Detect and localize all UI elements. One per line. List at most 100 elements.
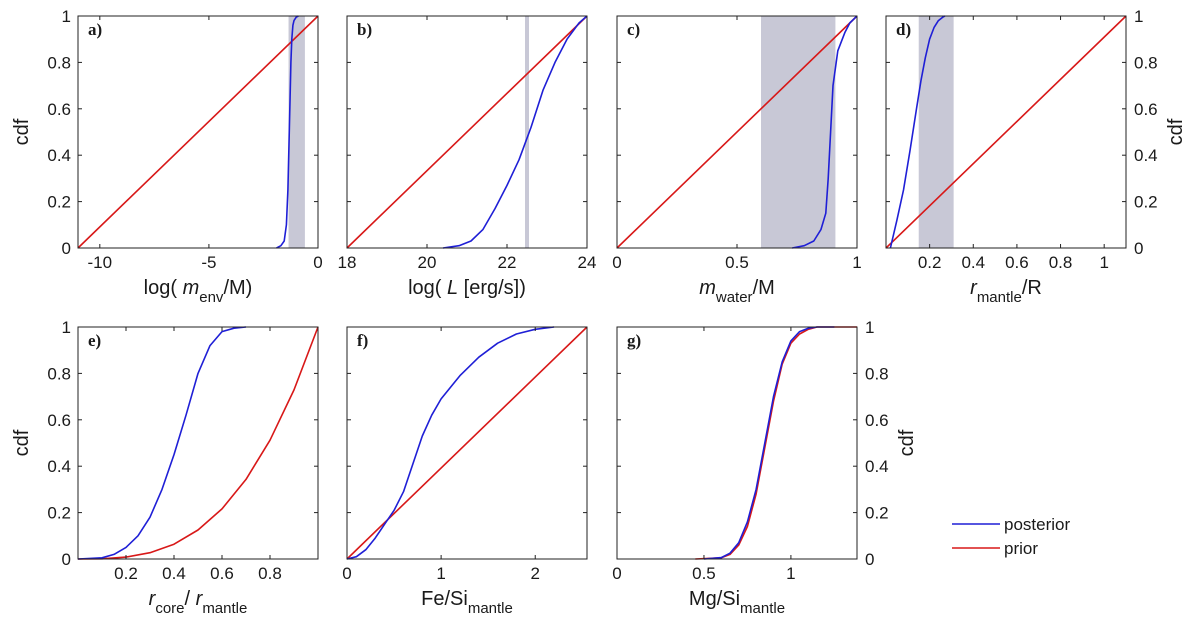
- ylabel-left-a: cdf: [11, 118, 33, 145]
- series-posterior-c: [792, 15, 858, 249]
- xtick-label-c-0: 0: [612, 253, 621, 272]
- xtick-label-b-2: 22: [498, 253, 517, 272]
- xlabel-post-b: [erg/s]): [458, 277, 526, 299]
- xtick-label-g-0: 0: [612, 564, 621, 583]
- panel-label-f: f): [357, 331, 368, 350]
- xtick-label-c-2: 1: [852, 253, 861, 272]
- ytick-label-e-1: 0.2: [47, 504, 71, 523]
- xlabel-pre-f: Fe/Si: [421, 588, 468, 610]
- xtick-label-g-1: 0.5: [692, 564, 716, 583]
- series-posterior-b: [442, 15, 588, 249]
- xlabel-f: Fe/Simantle: [421, 588, 513, 617]
- xtick-label-e-2: 0.6: [210, 564, 234, 583]
- xlabel-pre-b: log(: [408, 277, 447, 299]
- xlabel-symbol-a: m: [183, 277, 200, 299]
- axes-a: [77, 15, 319, 249]
- ytick-label-g-1: 0.2: [865, 504, 889, 523]
- ylabel-left-e: cdf: [11, 429, 33, 456]
- legend: posterior prior: [946, 508, 1096, 564]
- panel-label-c: c): [627, 20, 640, 39]
- panel-a: -10 -5 0 0 0.2 0.4 0.6 0.8 1 cdf log( menv/M) a): [11, 7, 323, 306]
- ytick-label-e-3: 0.6: [47, 411, 71, 430]
- series-prior-d: [885, 15, 1127, 249]
- ytick-label-d-1: 0.2: [1134, 193, 1158, 212]
- legend-posterior-label: posterior: [1004, 515, 1070, 534]
- xlabel-post-e: /: [185, 588, 196, 610]
- xtick-label-d-1: 0.4: [961, 253, 985, 272]
- xtick-label-d-0: 0.2: [918, 253, 942, 272]
- axes-e: [77, 326, 319, 560]
- axes-d: [885, 15, 1127, 249]
- xtick-label-d-3: 0.8: [1049, 253, 1073, 272]
- panel-e: 0.2 0.4 0.6 0.8 0 0.2 0.4 0.6 0.8 1 cdf rcore/ rman…: [11, 318, 319, 617]
- ytick-label-a-2: 0.4: [47, 146, 71, 165]
- xtick-label-e-1: 0.4: [162, 564, 186, 583]
- band-b: [525, 16, 529, 248]
- ytick-label-g-4: 0.8: [865, 364, 889, 383]
- ytick-label-a-3: 0.6: [47, 100, 71, 119]
- xtick-label-a-0: -10: [88, 253, 113, 272]
- ytick-label-e-5: 1: [62, 318, 71, 337]
- series-posterior-g: [703, 326, 835, 560]
- xlabel-b: log( L [erg/s]): [408, 277, 526, 299]
- series-prior-a: [77, 15, 319, 249]
- xlabel-e: rcore/ rmantle: [149, 588, 248, 617]
- ytick-label-d-3: 0.6: [1134, 100, 1158, 119]
- xlabel-sub-a: env: [199, 289, 224, 306]
- series-posterior-a: [276, 15, 299, 249]
- xlabel-post-d: /R: [1022, 277, 1042, 299]
- xtick-label-d-4: 1: [1099, 253, 1108, 272]
- panel-f: 0 1 2 Fe/Simantle f): [342, 326, 588, 617]
- series-prior-g: [695, 326, 857, 560]
- xlabel-sub-f: mantle: [468, 600, 513, 617]
- ytick-label-g-5: 1: [865, 318, 874, 337]
- xtick-label-c-1: 0.5: [725, 253, 749, 272]
- panel-label-a: a): [88, 20, 102, 39]
- xlabel-post-a: /M): [223, 277, 252, 299]
- legend-prior-label: prior: [1004, 539, 1038, 558]
- xlabel-symbol2-e: r: [196, 588, 204, 610]
- panel-label-e: e): [88, 331, 101, 350]
- xtick-label-e-0: 0.2: [114, 564, 138, 583]
- series-prior-b: [346, 15, 588, 249]
- axes-b: [346, 15, 588, 249]
- legend-box: [946, 508, 1096, 564]
- ytick-label-a-4: 0.8: [47, 53, 71, 72]
- xlabel-symbol-c: m: [699, 277, 716, 299]
- series-posterior-d: [889, 15, 946, 249]
- xlabel-d: rmantle/R: [970, 277, 1042, 306]
- series-posterior-f: [346, 326, 555, 560]
- panel-label-g: g): [627, 331, 641, 350]
- ytick-label-e-0: 0: [62, 550, 71, 569]
- xtick-label-d-2: 0.6: [1005, 253, 1029, 272]
- band-c: [761, 16, 836, 248]
- ytick-label-g-3: 0.6: [865, 411, 889, 430]
- xtick-label-e-3: 0.8: [258, 564, 282, 583]
- panel-c: 0 0.5 1 mwater/M c): [612, 15, 862, 306]
- ytick-label-e-4: 0.8: [47, 364, 71, 383]
- ylabel-right-d: cdf: [1165, 118, 1187, 145]
- series-posterior-e: [77, 326, 247, 560]
- ytick-label-g-0: 0: [865, 550, 874, 569]
- xlabel-symbol-e: r: [149, 588, 157, 610]
- band-a: [288, 16, 305, 248]
- xtick-label-f-2: 2: [531, 564, 540, 583]
- ytick-label-a-0: 0: [62, 239, 71, 258]
- series-prior-f: [346, 326, 588, 560]
- ytick-label-a-5: 1: [62, 7, 71, 26]
- xlabel-sub2-e: mantle: [202, 600, 247, 617]
- ytick-label-e-2: 0.4: [47, 457, 71, 476]
- xlabel-g: Mg/Simantle: [689, 588, 785, 617]
- xtick-label-b-3: 24: [578, 253, 597, 272]
- ytick-label-a-1: 0.2: [47, 193, 71, 212]
- xtick-label-f-1: 1: [436, 564, 445, 583]
- xtick-label-b-0: 18: [338, 253, 357, 272]
- band-d: [918, 16, 954, 248]
- ytick-label-g-2: 0.4: [865, 457, 889, 476]
- xlabel-sub-d: mantle: [977, 289, 1022, 306]
- xtick-label-f-0: 0: [342, 564, 351, 583]
- panel-g: 0 0.5 1 0 0.2 0.4 0.6 0.8 1 cdf Mg/Simantle g): [612, 318, 918, 617]
- xtick-label-b-1: 20: [418, 253, 437, 272]
